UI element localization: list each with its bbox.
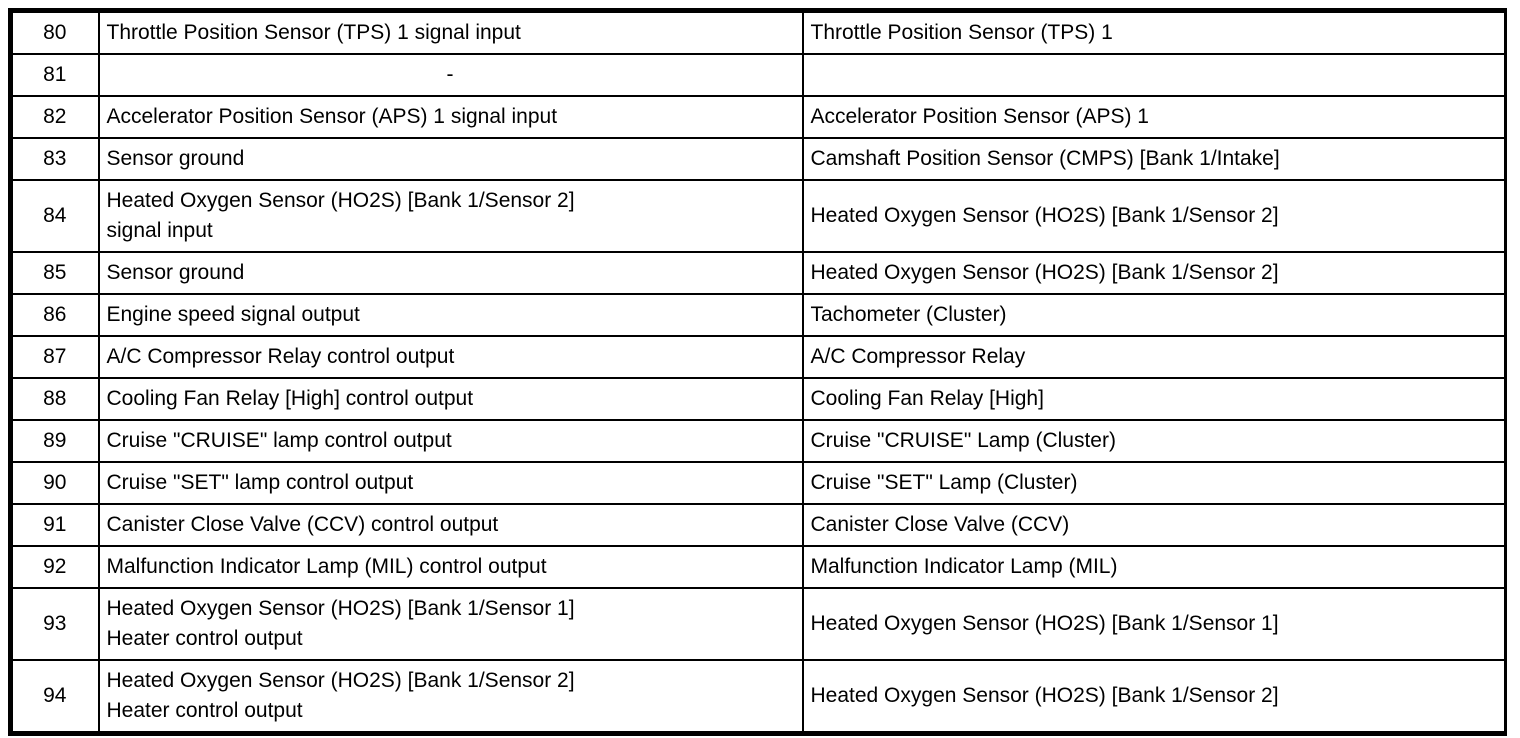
pin-number-cell: 88 — [9, 377, 100, 421]
table-row: 82 Accelerator Position Sensor (APS) 1 s… — [9, 95, 1507, 139]
table-row: 84 Heated Oxygen Sensor (HO2S) [Bank 1/S… — [9, 179, 1507, 253]
pin-description-cell: Cruise "CRUISE" lamp control output — [97, 419, 804, 463]
connected-component-cell: Camshaft Position Sensor (CMPS) [Bank 1/… — [801, 137, 1507, 181]
connected-component-cell: Canister Close Valve (CCV) — [801, 503, 1507, 547]
table-row: 90 Cruise "SET" lamp control output Crui… — [9, 461, 1507, 505]
connected-component-cell: Heated Oxygen Sensor (HO2S) [Bank 1/Sens… — [801, 587, 1507, 661]
pin-number-cell: 91 — [9, 503, 100, 547]
pin-number-cell: 82 — [9, 95, 100, 139]
connected-component-cell: Malfunction Indicator Lamp (MIL) — [801, 545, 1507, 589]
pinout-table-body: 80 Throttle Position Sensor (TPS) 1 sign… — [9, 9, 1507, 735]
pin-description-cell: Accelerator Position Sensor (APS) 1 sign… — [97, 95, 804, 139]
pin-description-cell: - — [97, 53, 804, 97]
table-row: 93 Heated Oxygen Sensor (HO2S) [Bank 1/S… — [9, 587, 1507, 661]
connected-component-cell: Accelerator Position Sensor (APS) 1 — [801, 95, 1507, 139]
connected-component-cell: Throttle Position Sensor (TPS) 1 — [801, 9, 1507, 55]
pin-description-cell: Engine speed signal output — [97, 293, 804, 337]
pin-number-cell: 87 — [9, 335, 100, 379]
pin-description-cell: Cooling Fan Relay [High] control output — [97, 377, 804, 421]
pin-number-cell: 90 — [9, 461, 100, 505]
connected-component-cell: A/C Compressor Relay — [801, 335, 1507, 379]
table-row: 86 Engine speed signal output Tachometer… — [9, 293, 1507, 337]
pin-description-cell: Sensor ground — [97, 251, 804, 295]
pin-description-cell: Malfunction Indicator Lamp (MIL) control… — [97, 545, 804, 589]
pin-number-cell: 86 — [9, 293, 100, 337]
pin-number-cell: 92 — [9, 545, 100, 589]
table-row: 88 Cooling Fan Relay [High] control outp… — [9, 377, 1507, 421]
pin-number-cell: 94 — [9, 659, 100, 735]
table-row: 89 Cruise "CRUISE" lamp control output C… — [9, 419, 1507, 463]
pin-description-cell: Heated Oxygen Sensor (HO2S) [Bank 1/Sens… — [97, 659, 804, 735]
pin-description-cell: Cruise "SET" lamp control output — [97, 461, 804, 505]
table-row: 81 - — [9, 53, 1507, 97]
connected-component-cell: Heated Oxygen Sensor (HO2S) [Bank 1/Sens… — [801, 179, 1507, 253]
pin-description-cell: A/C Compressor Relay control output — [97, 335, 804, 379]
pin-number-cell: 93 — [9, 587, 100, 661]
pin-description-cell: Canister Close Valve (CCV) control outpu… — [97, 503, 804, 547]
table-row: 92 Malfunction Indicator Lamp (MIL) cont… — [9, 545, 1507, 589]
connected-component-cell: Cruise "SET" Lamp (Cluster) — [801, 461, 1507, 505]
table-row: 87 A/C Compressor Relay control output A… — [9, 335, 1507, 379]
connected-component-cell — [801, 53, 1507, 97]
pin-number-cell: 83 — [9, 137, 100, 181]
pin-number-cell: 89 — [9, 419, 100, 463]
connected-component-cell: Heated Oxygen Sensor (HO2S) [Bank 1/Sens… — [801, 251, 1507, 295]
pin-number-cell: 84 — [9, 179, 100, 253]
pin-description-cell: Heated Oxygen Sensor (HO2S) [Bank 1/Sens… — [97, 179, 804, 253]
table-row: 85 Sensor ground Heated Oxygen Sensor (H… — [9, 251, 1507, 295]
pin-number-cell: 80 — [9, 9, 100, 55]
connected-component-cell: Tachometer (Cluster) — [801, 293, 1507, 337]
table-row: 80 Throttle Position Sensor (TPS) 1 sign… — [9, 9, 1507, 55]
table-row: 94 Heated Oxygen Sensor (HO2S) [Bank 1/S… — [9, 659, 1507, 735]
pin-description-cell: Throttle Position Sensor (TPS) 1 signal … — [97, 9, 804, 55]
table-row: 83 Sensor ground Camshaft Position Senso… — [9, 137, 1507, 181]
connected-component-cell: Heated Oxygen Sensor (HO2S) [Bank 1/Sens… — [801, 659, 1507, 735]
pin-number-cell: 85 — [9, 251, 100, 295]
pin-description-cell: Heated Oxygen Sensor (HO2S) [Bank 1/Sens… — [97, 587, 804, 661]
connected-component-cell: Cruise "CRUISE" Lamp (Cluster) — [801, 419, 1507, 463]
table-row: 91 Canister Close Valve (CCV) control ou… — [9, 503, 1507, 547]
pinout-table: 80 Throttle Position Sensor (TPS) 1 sign… — [8, 8, 1507, 736]
connected-component-cell: Cooling Fan Relay [High] — [801, 377, 1507, 421]
pin-description-cell: Sensor ground — [97, 137, 804, 181]
pin-number-cell: 81 — [9, 53, 100, 97]
